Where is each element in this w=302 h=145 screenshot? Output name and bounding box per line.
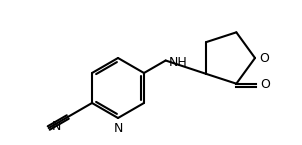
Text: O: O [259,51,269,65]
Text: N: N [52,119,61,133]
Text: N: N [113,122,123,135]
Text: O: O [260,78,270,91]
Text: NH: NH [168,56,187,69]
